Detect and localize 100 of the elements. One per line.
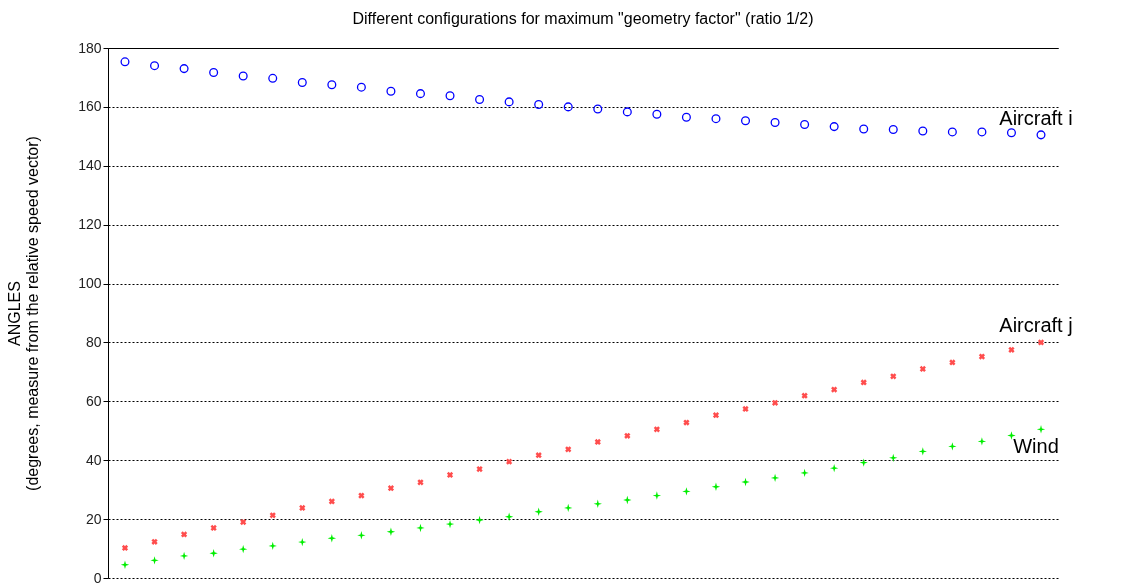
point bbox=[712, 412, 720, 419]
point bbox=[504, 97, 514, 107]
point bbox=[1036, 425, 1046, 434]
point bbox=[476, 465, 483, 473]
point bbox=[890, 373, 897, 380]
chart-title: Different configurations for maximum "geometry factor" (ratio 1/2) bbox=[352, 10, 814, 27]
point bbox=[121, 544, 129, 552]
point bbox=[269, 512, 276, 519]
y-tick-label: 120 bbox=[78, 216, 102, 233]
point bbox=[593, 499, 602, 508]
point bbox=[209, 67, 219, 77]
series-label: Wind bbox=[1013, 435, 1059, 458]
y-axis-title: ANGLES (degrees, measure from the relative speed vector) bbox=[5, 136, 41, 491]
point bbox=[652, 109, 662, 119]
point bbox=[859, 124, 869, 134]
point bbox=[622, 107, 632, 117]
point bbox=[829, 463, 839, 473]
point bbox=[475, 95, 485, 105]
point bbox=[741, 477, 750, 487]
point bbox=[1006, 128, 1016, 138]
point bbox=[150, 61, 160, 71]
y-tick-label: 180 bbox=[78, 39, 102, 56]
point bbox=[829, 122, 839, 132]
point bbox=[1036, 130, 1046, 140]
point bbox=[386, 527, 396, 536]
point bbox=[860, 379, 867, 386]
series-label: Aircraft j bbox=[999, 314, 1073, 337]
point bbox=[741, 116, 751, 126]
point bbox=[770, 117, 780, 128]
point bbox=[535, 452, 542, 459]
point bbox=[415, 89, 425, 99]
point bbox=[652, 491, 662, 500]
point bbox=[150, 556, 159, 565]
point bbox=[180, 531, 188, 538]
point bbox=[446, 471, 454, 479]
point bbox=[771, 399, 779, 406]
point bbox=[327, 80, 337, 90]
point bbox=[624, 432, 631, 439]
point bbox=[327, 534, 337, 543]
point bbox=[506, 458, 513, 465]
point bbox=[682, 487, 691, 496]
y-tick-label: 140 bbox=[78, 157, 102, 174]
point bbox=[445, 91, 455, 101]
point bbox=[356, 82, 366, 92]
point bbox=[564, 503, 573, 513]
point bbox=[238, 71, 248, 81]
point bbox=[918, 447, 927, 456]
y-tick-label: 40 bbox=[85, 451, 102, 468]
point bbox=[386, 86, 396, 96]
point bbox=[948, 442, 957, 451]
point bbox=[328, 498, 335, 505]
point bbox=[594, 438, 601, 446]
point bbox=[416, 523, 425, 533]
point bbox=[888, 125, 898, 135]
y-tick-label: 0 bbox=[93, 569, 102, 586]
point bbox=[1037, 339, 1045, 346]
point bbox=[120, 560, 130, 569]
point bbox=[534, 100, 544, 110]
point bbox=[919, 365, 926, 373]
point bbox=[977, 437, 987, 446]
point bbox=[800, 120, 810, 130]
point bbox=[357, 531, 366, 540]
point bbox=[240, 518, 247, 526]
point bbox=[800, 468, 809, 478]
point bbox=[417, 479, 424, 486]
y-tick-label: 100 bbox=[78, 275, 102, 292]
point bbox=[209, 549, 218, 558]
point bbox=[947, 127, 957, 137]
point bbox=[179, 64, 189, 74]
point bbox=[681, 112, 691, 122]
point bbox=[770, 473, 780, 483]
y-tick-label: 60 bbox=[85, 392, 102, 409]
point bbox=[711, 114, 721, 124]
point bbox=[801, 392, 808, 399]
point bbox=[534, 507, 543, 516]
y-tick-label: 160 bbox=[78, 98, 102, 115]
point bbox=[268, 73, 278, 83]
point bbox=[179, 551, 189, 561]
point bbox=[918, 126, 928, 136]
point bbox=[239, 544, 248, 554]
point bbox=[889, 453, 898, 463]
point bbox=[445, 519, 455, 529]
point bbox=[593, 104, 603, 114]
point bbox=[977, 127, 987, 137]
point bbox=[623, 495, 632, 505]
point bbox=[387, 485, 395, 492]
point bbox=[151, 538, 158, 545]
point bbox=[653, 426, 660, 433]
point bbox=[1008, 346, 1015, 353]
point bbox=[475, 515, 484, 525]
y-tick-label: 80 bbox=[85, 333, 102, 350]
point bbox=[504, 512, 514, 521]
y-tick-label: 20 bbox=[85, 510, 102, 527]
point bbox=[120, 57, 130, 67]
point bbox=[297, 77, 307, 87]
point bbox=[563, 102, 573, 112]
point bbox=[859, 458, 868, 467]
point bbox=[831, 386, 838, 393]
point bbox=[210, 524, 217, 532]
point bbox=[299, 504, 306, 512]
